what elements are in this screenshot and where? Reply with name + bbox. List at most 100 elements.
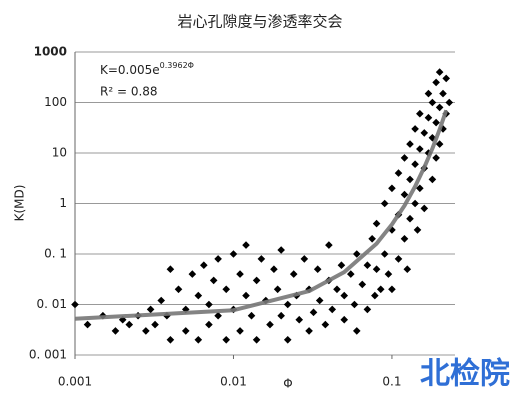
r-squared: R² = 0.88 [100, 85, 158, 99]
point [363, 261, 372, 270]
point [266, 320, 274, 329]
point [416, 145, 424, 153]
point [411, 125, 419, 133]
point [222, 285, 231, 294]
point [270, 265, 278, 274]
point [380, 250, 389, 258]
y-tick-label: 1 [59, 196, 67, 210]
x-axis-label: Φ [283, 377, 292, 391]
point [428, 98, 437, 107]
points [71, 68, 454, 344]
point [157, 296, 166, 305]
point [371, 291, 379, 300]
y-tick-label: 0. 001 [29, 348, 67, 362]
point [368, 234, 376, 243]
point [151, 320, 159, 329]
point [209, 276, 218, 285]
point [111, 327, 120, 335]
point [363, 305, 372, 314]
point [166, 335, 175, 344]
x-tick-label: 0.01 [220, 375, 247, 389]
point [277, 246, 285, 254]
point [194, 291, 203, 300]
point [222, 335, 231, 344]
point [242, 241, 250, 249]
point [205, 320, 213, 329]
y-tick-label: 1000 [34, 45, 67, 59]
point [384, 270, 393, 278]
point [273, 285, 282, 294]
point [400, 190, 409, 199]
point [283, 335, 292, 344]
point [439, 89, 447, 98]
point [435, 140, 444, 148]
point [181, 327, 190, 335]
point [420, 129, 429, 137]
point [372, 219, 381, 228]
point [424, 89, 433, 98]
point [376, 285, 385, 294]
point [400, 234, 409, 243]
point [432, 118, 440, 127]
point [289, 270, 298, 278]
point [325, 241, 333, 249]
chart-title: 岩心孔隙度与渗透率交会 [177, 13, 342, 31]
point [400, 154, 409, 162]
point [242, 291, 250, 300]
point [214, 311, 222, 320]
point [118, 315, 127, 324]
point [424, 113, 433, 122]
point [205, 300, 213, 309]
point [71, 300, 79, 309]
point [340, 315, 349, 324]
point [315, 296, 324, 305]
point [83, 320, 92, 329]
point [380, 199, 389, 208]
point [247, 311, 256, 320]
y-tick-label: 100 [44, 95, 67, 109]
point [372, 265, 381, 274]
equation-text: K=0.005e [100, 63, 160, 77]
point [277, 311, 285, 320]
equation: K=0.005e0.3962Φ [100, 61, 194, 77]
point [432, 78, 440, 87]
point [411, 199, 419, 208]
point [432, 154, 440, 162]
point [428, 175, 437, 184]
point [229, 250, 238, 258]
point [435, 103, 444, 112]
point [283, 300, 292, 309]
point [305, 327, 313, 335]
point [236, 270, 244, 278]
equation-exponent: 0.3962Φ [160, 61, 194, 70]
point [420, 204, 429, 213]
point [352, 250, 361, 258]
point [442, 74, 451, 83]
trend-line [74, 109, 449, 321]
point [200, 261, 208, 270]
point [350, 300, 359, 309]
point [358, 280, 367, 289]
point [413, 226, 422, 234]
point [328, 305, 337, 314]
point [388, 285, 396, 294]
point [252, 335, 261, 344]
point [295, 315, 304, 324]
point [333, 285, 341, 294]
point [403, 265, 412, 274]
point [142, 327, 150, 335]
point [340, 291, 349, 300]
y-tick-label: 0. 1 [44, 247, 67, 261]
point [406, 214, 414, 223]
point [388, 226, 396, 234]
x-tick-label: 0.1 [382, 375, 401, 389]
point [394, 169, 403, 177]
point [214, 255, 222, 263]
point [300, 255, 309, 263]
point [194, 335, 203, 344]
point [388, 184, 396, 193]
point [416, 184, 424, 193]
point [394, 255, 403, 263]
point [174, 285, 183, 294]
